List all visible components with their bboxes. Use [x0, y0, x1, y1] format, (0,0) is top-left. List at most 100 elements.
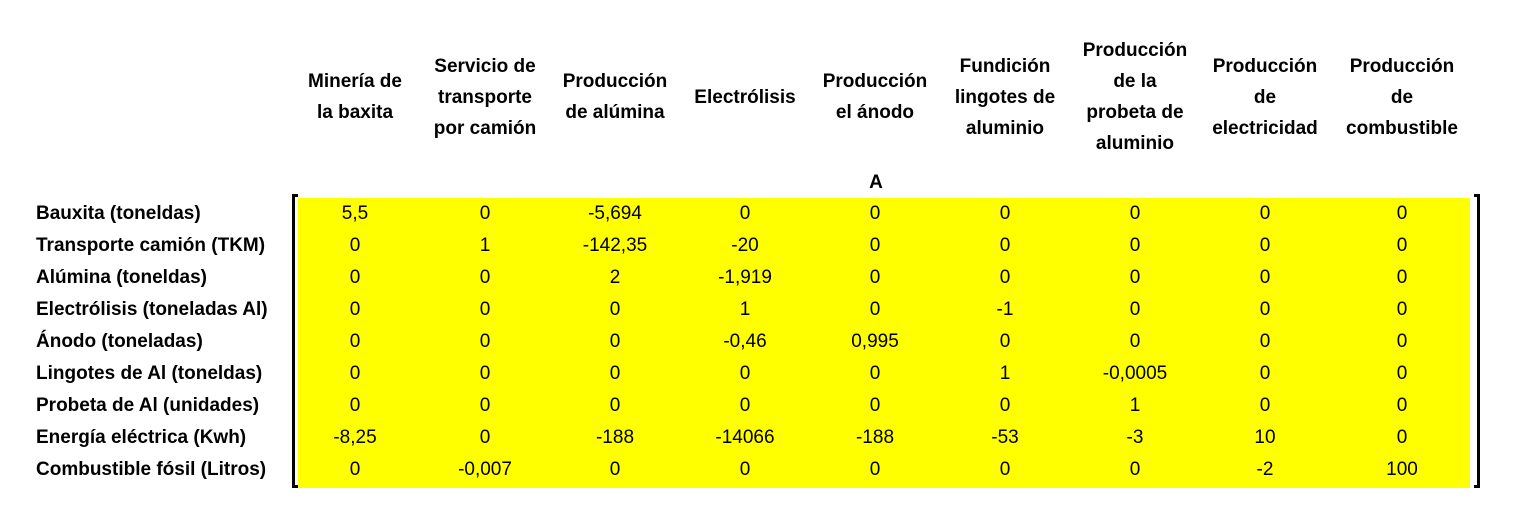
- matrix-cell: 0: [1129, 203, 1141, 224]
- matrix-cell: 0: [609, 459, 621, 480]
- row-label: Ánodo (toneladas): [36, 331, 203, 352]
- matrix-cell: 0: [1396, 267, 1408, 288]
- matrix-cell: 10: [1254, 427, 1276, 448]
- matrix-cell: 0: [1259, 267, 1271, 288]
- column-header: Minería de la baxita: [308, 71, 402, 123]
- matrix-cell: 0: [1129, 235, 1141, 256]
- matrix-cell: 0: [1129, 299, 1141, 320]
- matrix-cell: 0: [609, 363, 621, 384]
- matrix-cell: 0: [349, 395, 361, 416]
- column-header: Producción de combustible: [1346, 55, 1458, 139]
- matrix-cell: -188: [595, 427, 635, 448]
- row-label: Electrólisis (toneladas Al): [36, 299, 268, 320]
- matrix-cell: 0: [609, 331, 621, 352]
- matrix-cell: 0: [1396, 235, 1408, 256]
- matrix-cell: -0,0005: [1102, 363, 1168, 384]
- matrix-cell: -0,46: [723, 331, 767, 352]
- matrix-cell: 0: [1396, 331, 1408, 352]
- matrix-cell: -1: [996, 299, 1014, 320]
- matrix-cell: 0: [999, 203, 1011, 224]
- matrix-cell: 2: [609, 267, 621, 288]
- column-header: Producción de la probeta de aluminio: [1082, 40, 1188, 154]
- matrix-cell: 0: [479, 427, 491, 448]
- matrix-cell: 0: [1396, 299, 1408, 320]
- matrix-cell: 0: [1259, 363, 1271, 384]
- row-label: Transporte camión (TKM): [36, 235, 266, 256]
- matrix-cell: 0: [869, 235, 881, 256]
- matrix-highlight: [298, 198, 1470, 488]
- matrix-cell: 0: [479, 203, 491, 224]
- matrix-cell: 0: [869, 459, 881, 480]
- matrix-cell: -1,919: [718, 267, 772, 288]
- matrix-cell: -5,694: [588, 203, 642, 224]
- matrix-cell: 0: [739, 395, 751, 416]
- matrix-cell: 0: [1259, 235, 1271, 256]
- matrix-cell: 1: [999, 363, 1011, 384]
- row-label: Lingotes de Al (toneldas): [36, 363, 263, 384]
- matrix-cell: 0: [479, 331, 491, 352]
- matrix-cell: 0: [869, 395, 881, 416]
- matrix-cell: 100: [1386, 459, 1418, 480]
- matrix-cell: 0: [999, 267, 1011, 288]
- matrix-label: A: [869, 172, 883, 193]
- matrix-cell: -53: [991, 427, 1019, 448]
- matrix-cell: 0: [869, 203, 881, 224]
- matrix-cell: -188: [855, 427, 895, 448]
- matrix-cell: 0: [1396, 395, 1408, 416]
- matrix-cell: 0: [739, 459, 751, 480]
- matrix-cell: -142,35: [582, 235, 648, 256]
- matrix-cell: -3: [1126, 427, 1144, 448]
- matrix-cell: 0: [1129, 267, 1141, 288]
- matrix-cell: -20: [731, 235, 759, 256]
- matrix-cell: -14066: [715, 427, 775, 448]
- row-label: Alúmina (toneldas): [36, 267, 208, 288]
- matrix-right-bracket: [1474, 194, 1480, 488]
- matrix-cell: 0: [349, 363, 361, 384]
- matrix-left-bracket: [292, 194, 298, 488]
- matrix-cell: 0: [1396, 427, 1408, 448]
- matrix-cell: 0: [999, 235, 1011, 256]
- matrix-cell: 0: [479, 395, 491, 416]
- matrix-cell: 0: [1259, 331, 1271, 352]
- matrix-cell: 0: [609, 395, 621, 416]
- matrix-cell: 1: [739, 299, 751, 320]
- matrix-cell: 0,995: [851, 331, 899, 352]
- matrix-cell: 0: [609, 299, 621, 320]
- matrix-cell: 0: [349, 235, 361, 256]
- matrix-cell: 0: [349, 299, 361, 320]
- row-label: Probeta de Al (unidades): [36, 395, 260, 416]
- matrix-cell: 0: [479, 363, 491, 384]
- matrix-cell: 0: [1259, 395, 1271, 416]
- matrix-cell: 0: [1396, 363, 1408, 384]
- matrix-cell: 0: [739, 363, 751, 384]
- column-header: Electrólisis: [694, 86, 796, 108]
- matrix-cell: 0: [1396, 203, 1408, 224]
- matrix-cell: -8,25: [333, 427, 377, 448]
- row-label: Energía eléctrica (Kwh): [36, 427, 247, 448]
- row-label: Bauxita (toneldas): [36, 203, 201, 224]
- column-header: Servicio de transporte por camión: [433, 55, 537, 139]
- column-header: Producción el ánodo: [822, 71, 928, 123]
- matrix-cell: 5,5: [341, 203, 369, 224]
- matrix-cell: 1: [1129, 395, 1141, 416]
- matrix-cell: 0: [1129, 459, 1141, 480]
- column-header: Producción de alúmina: [562, 71, 668, 123]
- matrix-cell: 0: [1129, 331, 1141, 352]
- matrix-cell: 0: [869, 267, 881, 288]
- matrix-cell: 0: [479, 267, 491, 288]
- matrix-cell: 1: [479, 235, 491, 256]
- matrix-cell: 0: [869, 299, 881, 320]
- matrix-cell: -0,007: [458, 459, 512, 480]
- matrix-cell: 0: [999, 331, 1011, 352]
- matrix-cell: 0: [739, 203, 751, 224]
- matrix-cell: 0: [999, 395, 1011, 416]
- matrix-cell: 0: [869, 363, 881, 384]
- matrix-cell: 0: [349, 331, 361, 352]
- matrix-cell: 0: [349, 459, 361, 480]
- matrix-cell: 0: [349, 267, 361, 288]
- matrix-cell: 0: [999, 459, 1011, 480]
- column-header: Fundición lingotes de aluminio: [954, 55, 1056, 139]
- matrix-cell: 0: [1259, 299, 1271, 320]
- matrix-cell: 0: [479, 299, 491, 320]
- matrix-cell: -2: [1256, 459, 1274, 480]
